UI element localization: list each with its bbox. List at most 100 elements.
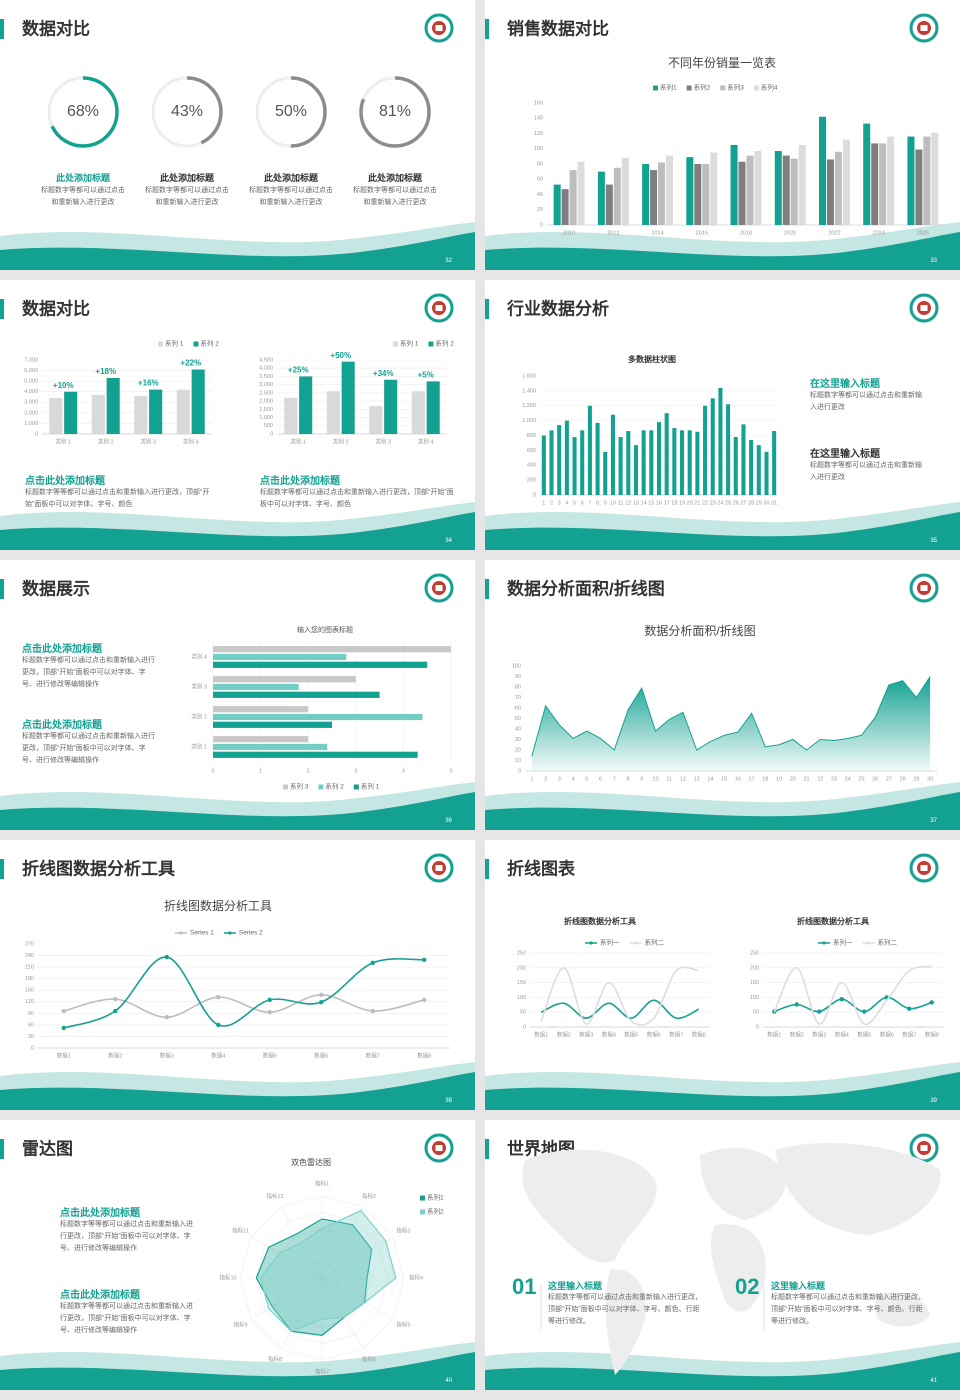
y-tick-label: 3,500	[259, 374, 273, 380]
slide-canvas: 数据分析面积/折线图数据分析面积/折线图01020304050607080901…	[485, 573, 960, 830]
x-tick-label: 数据7	[366, 1051, 380, 1059]
spoke	[321, 1236, 394, 1279]
logo-mark	[920, 305, 928, 311]
y-tick-label: 30	[515, 737, 521, 743]
x-tick-label: 26	[733, 500, 739, 506]
bar	[658, 162, 666, 225]
y-tick-label: 60	[537, 177, 543, 183]
title-bar	[485, 579, 489, 599]
slide: 折线图数据分析工具 折线图数据分析工具 Series 1 Series 2 0 30 60 9…	[0, 840, 475, 1110]
point	[370, 960, 375, 966]
y-tick-label: 类别 3	[191, 682, 207, 690]
bar	[561, 189, 569, 225]
bar	[680, 430, 685, 495]
y-tick-label: 90	[28, 1011, 34, 1017]
x-tick-label: 数据1	[767, 1030, 781, 1038]
x-tick-label: 数据6	[647, 1030, 661, 1038]
x-tick-label: 5	[573, 500, 576, 506]
ring-value: 50%	[275, 103, 307, 120]
slide-title: 折线图数据分析工具	[22, 858, 175, 878]
logo-mark	[920, 585, 928, 591]
map-shape	[875, 1292, 930, 1327]
growth-label: +34%	[373, 369, 394, 378]
logo-mark	[435, 585, 443, 591]
x-tick-label: 25	[858, 776, 864, 782]
bar	[605, 184, 613, 225]
map-shape	[522, 1149, 657, 1263]
axis-label: 指标11	[232, 1226, 249, 1234]
x-tick-label: 类别 4	[183, 437, 199, 445]
ring-text: 标题数字等都可以通过点击和重新输入进行更改	[249, 187, 333, 206]
bar	[577, 161, 585, 225]
point	[907, 1006, 912, 1011]
legend-swatch	[720, 85, 726, 91]
bar	[213, 646, 451, 653]
slide-title: 行业数据分析	[506, 298, 609, 318]
axis-label: 指标2	[362, 1192, 376, 1200]
bar	[213, 751, 418, 758]
x-tick-label: 4	[402, 768, 405, 774]
legend-swatch	[283, 784, 288, 790]
bar	[887, 136, 895, 225]
x-tick-label: 1	[542, 500, 545, 506]
bar	[213, 676, 356, 683]
line	[63, 956, 425, 1029]
point	[113, 1008, 118, 1014]
x-tick-label: 25	[725, 500, 731, 506]
x-tick-label: 数据5	[857, 1030, 871, 1038]
legend-swatch	[428, 341, 434, 347]
x-tick-label: 27	[886, 776, 892, 782]
x-tick-label: 16	[656, 500, 662, 506]
slide-title: 雷达图	[22, 1138, 73, 1158]
slide: 数据对比 系列 1 系列 2 0 1,000 2,000 3,000 4,000 5,000 6,…	[0, 280, 475, 550]
x-tick-label: 31	[771, 500, 777, 506]
axis-label: 指标5	[396, 1320, 410, 1328]
y-tick-label: 0	[31, 1045, 34, 1051]
x-tick-label: 2018	[740, 230, 752, 236]
y-tick-label: 500	[264, 423, 273, 429]
bar	[656, 422, 662, 495]
bar	[756, 445, 761, 495]
block-text: 标题数字等都可以通过点击和重新输入进行更改	[810, 392, 922, 411]
point	[164, 954, 169, 960]
item-heading: 这里输入标题	[771, 1281, 826, 1291]
x-tick-label: 9	[604, 500, 607, 506]
bar	[774, 151, 782, 225]
x-tick-label: 18	[762, 776, 768, 782]
point	[422, 997, 427, 1003]
bar	[710, 152, 718, 225]
bar	[213, 683, 299, 691]
y-tick-label: 1,000	[522, 418, 536, 424]
x-tick-label: 数据3	[160, 1051, 174, 1059]
axis-label: 指标4	[409, 1273, 423, 1281]
bar	[772, 431, 777, 495]
x-tick-label: 14	[641, 500, 647, 506]
bar	[650, 170, 658, 225]
y-tick-label: 4,500	[259, 357, 273, 363]
x-tick-label: 2	[544, 776, 547, 782]
block-heading: 点击此处添加标题	[22, 644, 102, 655]
x-tick-label: 7	[613, 776, 616, 782]
logo-mark	[920, 865, 928, 871]
block-text: 标题数字等都可以通过点击和重新输入进行更改，顶部“开始”面板中可以对字体、字号、…	[22, 733, 155, 764]
ring-heading: 此处添加标题	[55, 173, 110, 183]
bar	[871, 143, 879, 225]
slide-canvas: 数据对比 68% 43% 50% 81% 32	[0, 13, 475, 270]
legend-label: 系列 2	[325, 782, 344, 791]
y-tick-label: 200	[750, 965, 759, 971]
bar	[694, 164, 702, 225]
x-tick-label: 10	[610, 500, 616, 506]
point	[319, 992, 324, 998]
x-tick-label: 6	[599, 776, 602, 782]
bar	[819, 116, 827, 225]
page-number: 34	[445, 538, 452, 544]
x-tick-label: 15	[648, 500, 654, 506]
point	[216, 1022, 221, 1028]
bar	[931, 132, 939, 225]
y-tick-label: 240	[25, 953, 34, 959]
bar	[863, 123, 871, 225]
page-number: 33	[930, 258, 937, 264]
x-tick-label: 类别 3	[375, 437, 391, 445]
y-tick-label: 30	[28, 1034, 34, 1040]
